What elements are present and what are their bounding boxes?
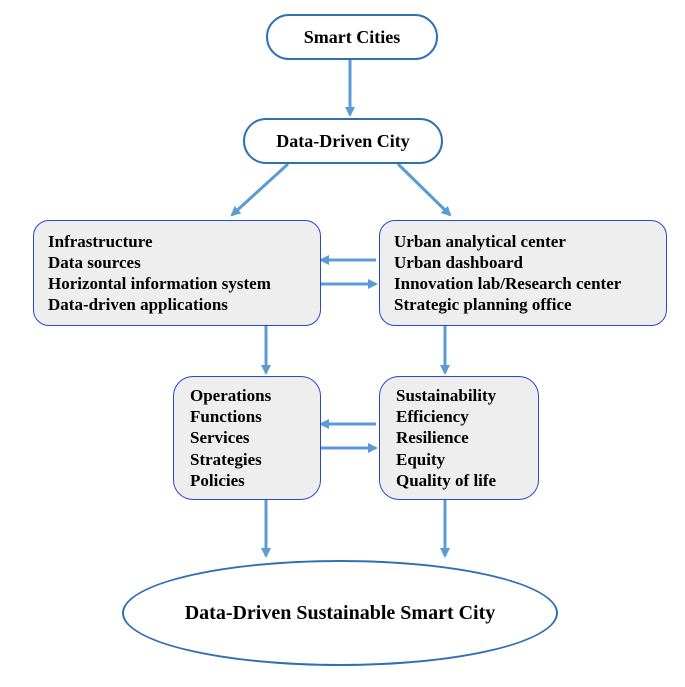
node-line: Efficiency — [396, 406, 469, 427]
node-line: Functions — [190, 406, 262, 427]
node-line: Urban dashboard — [394, 252, 523, 273]
node-label: Data-Driven City — [276, 130, 409, 153]
node-line: Sustainability — [396, 385, 496, 406]
node-operations: Operations Functions Services Strategies… — [173, 376, 321, 500]
node-urban: Urban analytical center Urban dashboard … — [379, 220, 667, 326]
node-final: Data-Driven Sustainable Smart City — [122, 560, 558, 666]
node-line: Policies — [190, 470, 245, 491]
node-line: Infrastructure — [48, 231, 153, 252]
node-line: Strategies — [190, 449, 262, 470]
node-sustainability: Sustainability Efficiency Resilience Equ… — [379, 376, 539, 500]
node-line: Strategic planning office — [394, 294, 572, 315]
node-line: Resilience — [396, 427, 469, 448]
node-line: Quality of life — [396, 470, 496, 491]
node-line: Horizontal information system — [48, 273, 271, 294]
node-label: Data-Driven Sustainable Smart City — [185, 601, 496, 626]
node-infrastructure: Infrastructure Data sources Horizontal i… — [33, 220, 321, 326]
node-line: Equity — [396, 449, 445, 470]
node-line: Data-driven applications — [48, 294, 228, 315]
node-smart-cities: Smart Cities — [266, 14, 438, 60]
node-line: Innovation lab/Research center — [394, 273, 621, 294]
node-line: Operations — [190, 385, 271, 406]
node-line: Data sources — [48, 252, 141, 273]
node-line: Services — [190, 427, 249, 448]
node-data-driven-city: Data-Driven City — [243, 118, 443, 164]
node-line: Urban analytical center — [394, 231, 566, 252]
node-label: Smart Cities — [304, 26, 400, 49]
